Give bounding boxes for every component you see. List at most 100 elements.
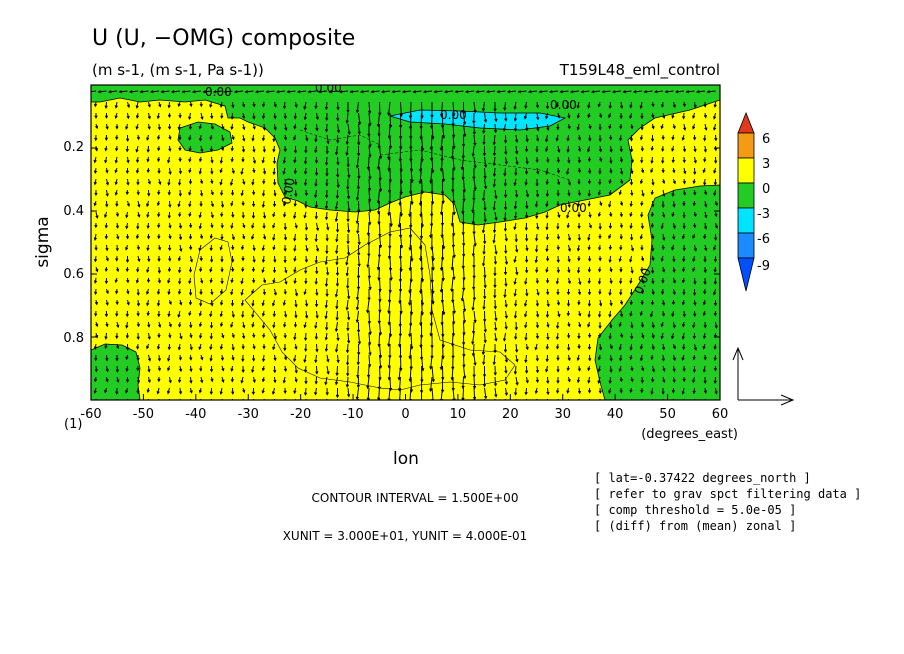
wind-vector-head xyxy=(231,170,235,175)
wind-vector-head xyxy=(105,182,110,186)
wind-vector-head xyxy=(178,158,182,163)
wind-vector xyxy=(402,90,412,93)
wind-vector xyxy=(451,365,454,380)
wind-vector xyxy=(356,189,359,200)
wind-vector-head xyxy=(672,258,676,263)
wind-vector-head xyxy=(682,103,686,108)
wind-vector-head xyxy=(146,149,150,153)
wind-vector-head xyxy=(202,90,207,94)
wind-vector-head xyxy=(188,236,193,240)
wind-vector-head xyxy=(492,240,496,244)
wind-vector-head xyxy=(231,214,235,219)
wind-vector-head xyxy=(262,225,266,230)
wind-vector xyxy=(358,167,360,179)
wind-vector xyxy=(484,277,486,288)
wind-vector-head xyxy=(293,390,297,395)
wind-vector-head xyxy=(357,175,361,180)
wind-vector-head xyxy=(177,269,182,274)
wind-vector xyxy=(451,332,454,346)
wind-vector-head xyxy=(326,272,330,276)
wind-vector-head xyxy=(210,203,214,208)
wind-vector-head xyxy=(577,137,582,141)
wind-vector-head xyxy=(221,379,225,383)
wind-vector-head xyxy=(210,402,212,404)
wind-vector-head xyxy=(254,90,259,94)
wind-vector-head xyxy=(315,348,319,353)
wind-vector-head xyxy=(95,268,99,273)
wind-vector-head xyxy=(157,147,161,152)
wind-vector-head xyxy=(494,251,498,255)
colorbar: 6 3 0 -3 -6 -9 xyxy=(737,111,770,292)
wind-vector-head xyxy=(230,303,235,307)
wind-vector-head xyxy=(190,402,192,404)
wind-vector-head xyxy=(587,390,592,394)
wind-vector-head xyxy=(335,394,340,399)
wind-vector xyxy=(430,354,433,369)
wind-vector-head xyxy=(494,327,498,332)
wind-vector-head xyxy=(335,195,340,200)
wind-vector xyxy=(484,167,486,179)
wind-vector-head xyxy=(262,149,266,153)
wind-vector-head xyxy=(178,391,183,395)
wind-vector xyxy=(356,211,359,224)
wind-vector-head xyxy=(503,271,508,276)
wind-vector xyxy=(473,376,476,389)
wind-vector xyxy=(400,255,402,272)
wind-vector-head xyxy=(672,204,676,208)
wind-vector-head xyxy=(545,248,549,253)
wind-vector xyxy=(546,222,548,230)
wind-vector-head xyxy=(242,224,246,229)
wind-vector-head xyxy=(482,384,487,388)
wind-vector-head xyxy=(578,402,580,404)
wind-vector xyxy=(505,156,508,164)
wind-vector-head xyxy=(261,378,266,383)
wind-vector xyxy=(526,288,528,296)
wind-vector-head xyxy=(199,303,203,307)
wind-vector xyxy=(350,90,359,93)
wind-vector-head xyxy=(482,141,486,146)
colorbar-bottom-arrow xyxy=(737,257,755,292)
wind-vector-head xyxy=(242,126,246,131)
wind-vector-head xyxy=(181,90,186,94)
wind-vector-head xyxy=(619,269,623,273)
wind-vector-head xyxy=(115,369,119,373)
wind-vector-head xyxy=(356,329,361,334)
wind-vector xyxy=(325,101,328,110)
wind-vector xyxy=(378,200,380,214)
wind-vector-head xyxy=(157,367,162,372)
wind-vector xyxy=(326,222,329,230)
wind-vector xyxy=(494,387,497,397)
wind-vector xyxy=(493,200,496,210)
wind-vector-head xyxy=(136,357,140,362)
wind-vector-head xyxy=(346,229,351,234)
wind-vector-head xyxy=(472,131,476,136)
wind-vector xyxy=(431,244,434,261)
wind-vector xyxy=(442,189,444,204)
wind-vector xyxy=(462,200,464,214)
wind-vector-head xyxy=(200,116,204,120)
wind-vector-head xyxy=(567,237,572,242)
wind-vector-head xyxy=(418,180,422,185)
wind-vector-head xyxy=(713,367,718,372)
wind-vector-head xyxy=(681,301,686,306)
wind-vector-head xyxy=(588,170,592,175)
wind-vector-head xyxy=(230,116,234,120)
wind-vector-head xyxy=(524,227,528,231)
wind-vector-head xyxy=(283,356,288,361)
wind-vector xyxy=(419,189,422,206)
wind-vector-head xyxy=(347,317,351,321)
wind-vector-head xyxy=(590,90,595,94)
wind-vector-head xyxy=(367,253,371,257)
wind-vector-head xyxy=(315,127,319,132)
wind-vector-head xyxy=(630,378,634,383)
wind-vector-head xyxy=(198,313,202,317)
wind-vector-head xyxy=(608,314,612,318)
wind-vector-head xyxy=(651,335,655,339)
wind-vector-head xyxy=(524,259,529,264)
wind-vector-head xyxy=(326,359,330,363)
wind-vector-head xyxy=(334,206,339,210)
wind-vector-head xyxy=(442,311,446,316)
wind-vector xyxy=(462,376,464,389)
wind-vector xyxy=(463,189,465,202)
